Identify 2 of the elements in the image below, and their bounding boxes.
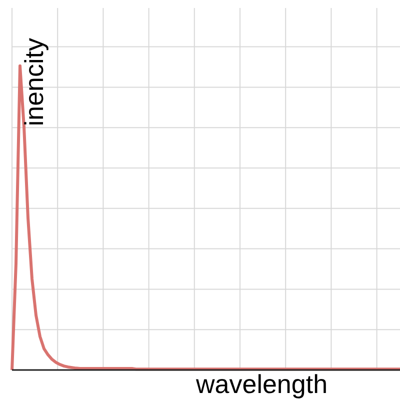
x-axis-title: wavelength: [196, 369, 328, 399]
y-axis-title: inencity: [19, 38, 49, 126]
